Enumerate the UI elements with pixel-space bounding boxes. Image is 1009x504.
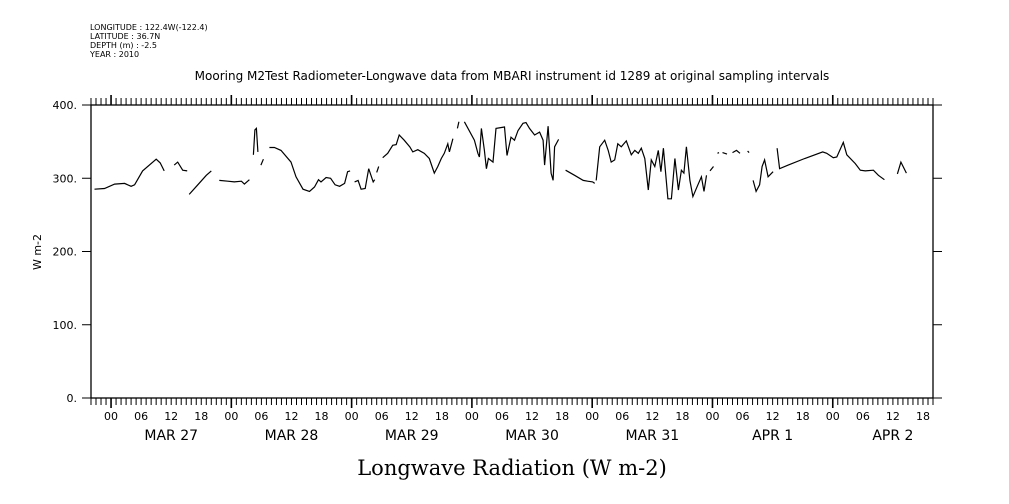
- x-axis-label: Longwave Radiation (W m-2): [357, 456, 667, 480]
- x-tick-label: 18: [194, 410, 208, 423]
- x-day-label: MAR 27: [144, 428, 198, 444]
- x-tick-label: 00: [465, 410, 479, 423]
- data-line-segment: [376, 166, 380, 173]
- x-day-label: MAR 28: [265, 428, 319, 444]
- data-line-segment: [776, 140, 885, 181]
- x-day-label: MAR 31: [626, 428, 680, 444]
- y-tick-label: 400.: [53, 99, 78, 112]
- data-line-segment: [269, 146, 351, 193]
- x-tick-label: 00: [224, 410, 238, 423]
- x-tick-label: 18: [435, 410, 449, 423]
- x-tick-label: 00: [826, 410, 840, 423]
- data-line-segment: [94, 158, 165, 190]
- data-line-segment: [709, 166, 714, 172]
- data-line-segment: [456, 121, 460, 129]
- x-tick-label: 12: [525, 410, 539, 423]
- data-line-segment: [173, 161, 188, 172]
- x-tick-label: 06: [495, 410, 509, 423]
- data-line-segment: [463, 121, 560, 181]
- x-day-label: MAR 30: [505, 428, 559, 444]
- x-tick-label: 06: [254, 410, 268, 423]
- x-tick-label: 18: [555, 410, 569, 423]
- x-tick-label: 00: [345, 410, 359, 423]
- year-label: YEAR : 2010: [89, 50, 139, 59]
- x-tick-label: 12: [284, 410, 298, 423]
- data-line-segment: [260, 158, 264, 166]
- x-tick-label: 12: [886, 410, 900, 423]
- y-tick-label: 0.: [67, 392, 78, 405]
- data-line-segment: [752, 157, 774, 194]
- data-line-segment: [188, 170, 212, 195]
- data-line-segment: [717, 152, 720, 154]
- header-info: LONGITUDE : 122.4W(-122.4) LATITUDE : 36…: [89, 23, 208, 59]
- y-axis-label: W m-2: [31, 234, 44, 270]
- x-tick-label: 00: [104, 410, 118, 423]
- axes: 0. 100. 200. 300. 400. 00 06 12 18 00 06 12 18 00 06 12…: [53, 95, 942, 444]
- y-tick-label: 300.: [53, 172, 78, 185]
- data-line-segment: [565, 169, 596, 184]
- x-tick-label: 18: [675, 410, 689, 423]
- x-tick-label: 06: [736, 410, 750, 423]
- data-line-segment: [896, 160, 907, 175]
- data-line-segment: [219, 179, 250, 185]
- data-line-segment: [732, 149, 741, 154]
- data-line-segment: [382, 133, 454, 175]
- longitude-label: LONGITUDE : 122.4W(-122.4): [90, 23, 208, 32]
- latitude-label: LATITUDE : 36.7N: [90, 32, 160, 41]
- x-day-label: APR 1: [752, 428, 793, 444]
- y-tick-label: 200.: [53, 246, 78, 259]
- x-tick-label: 06: [134, 410, 148, 423]
- x-day-label: APR 2: [872, 428, 913, 444]
- x-tick-label: 12: [766, 410, 780, 423]
- x-day-label: MAR 29: [385, 428, 439, 444]
- data-line-segment: [252, 127, 259, 155]
- x-tick-label: 12: [405, 410, 419, 423]
- data-line-segment: [354, 168, 376, 190]
- x-tick-label: 06: [375, 410, 389, 423]
- depth-label: DEPTH (m) : -2.5: [90, 41, 157, 50]
- x-tick-label: 18: [916, 410, 930, 423]
- x-tick-label: 00: [705, 410, 719, 423]
- x-tick-label: 06: [615, 410, 629, 423]
- plot-frame: [90, 104, 934, 399]
- x-tick-label: 18: [315, 410, 329, 423]
- x-tick-label: 18: [796, 410, 810, 423]
- data-line-segment: [595, 138, 708, 200]
- y-tick-label: 100.: [53, 319, 78, 332]
- x-tick-label: 12: [645, 410, 659, 423]
- data-line-segment: [747, 150, 750, 154]
- data-line-segment: [722, 152, 728, 155]
- x-tick-label: 00: [585, 410, 599, 423]
- x-tick-label: 06: [856, 410, 870, 423]
- data-series: [94, 121, 907, 200]
- chart-title: Mooring M2Test Radiometer-Longwave data …: [195, 69, 830, 83]
- x-tick-label: 12: [164, 410, 178, 423]
